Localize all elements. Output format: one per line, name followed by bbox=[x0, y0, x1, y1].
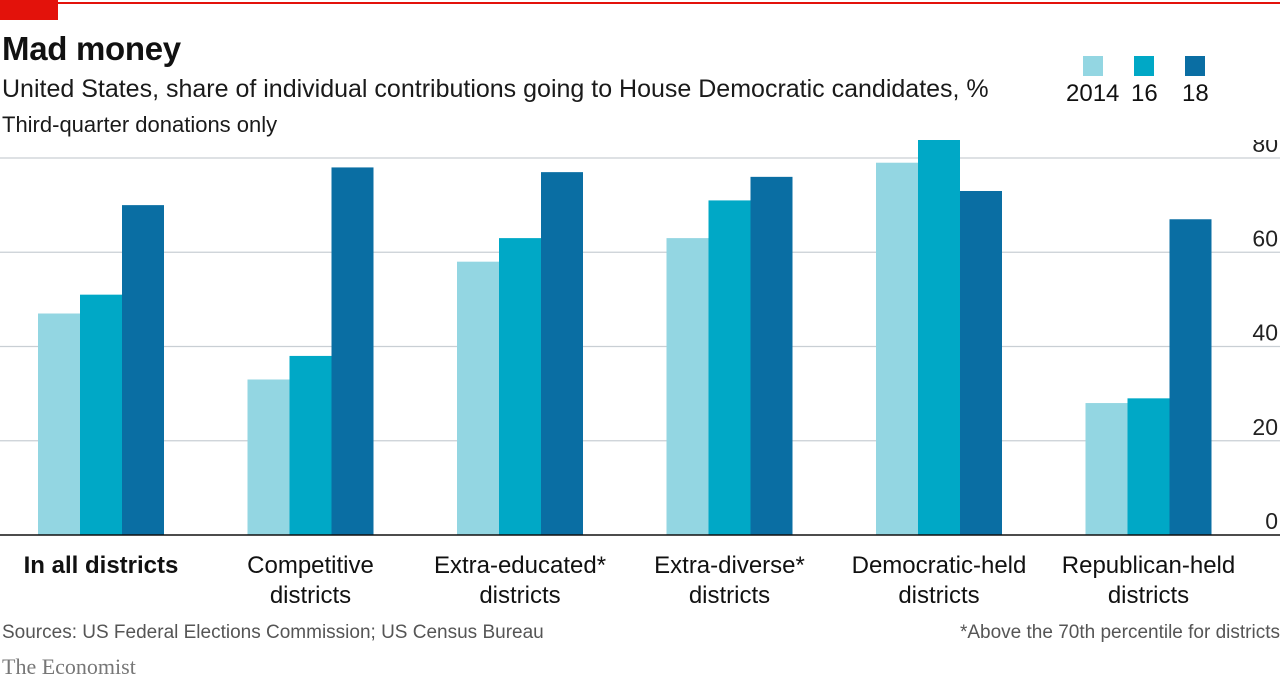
y-tick-label-20: 20 bbox=[1252, 414, 1278, 440]
footnote: *Above the 70th percentile for districts bbox=[959, 622, 1280, 643]
top-rule bbox=[0, 2, 1280, 4]
chart-title: Mad money bbox=[2, 30, 181, 67]
category-label-5-0: Republican-held bbox=[1062, 552, 1235, 579]
bar-16-2 bbox=[499, 238, 541, 536]
bar-18-4 bbox=[960, 190, 1002, 536]
brand-red-tag bbox=[0, 0, 58, 20]
bar-18-3 bbox=[750, 176, 793, 535]
category-label-4-1: districts bbox=[898, 582, 979, 609]
y-tick-label-40: 40 bbox=[1252, 320, 1278, 346]
bar-chart: 0 20 40 60 80 In all districts Competitive dist… bbox=[0, 140, 1280, 609]
category-label-3-0: Extra-diverse* bbox=[654, 552, 805, 579]
category-label-4-0: Democratic-held bbox=[852, 552, 1027, 579]
chart-note: Third-quarter donations only bbox=[2, 112, 278, 137]
bar-16-5 bbox=[1127, 398, 1170, 535]
legend-swatch-2014 bbox=[1082, 56, 1103, 76]
category-label-0-0: In all districts bbox=[24, 552, 179, 579]
chart-subtitle: United States, share of individual contr… bbox=[2, 75, 989, 103]
y-tick-label-80: 80 bbox=[1252, 140, 1278, 157]
y-tick-label-60: 60 bbox=[1252, 225, 1278, 251]
category-label-1-1: districts bbox=[270, 582, 351, 609]
bar-2014-0 bbox=[38, 313, 80, 535]
bar-2014-4 bbox=[876, 162, 918, 535]
category-label-5-1: districts bbox=[1108, 582, 1189, 609]
legend-item-2014: 2014 bbox=[1066, 56, 1119, 108]
bar-16-3 bbox=[708, 200, 751, 535]
bar-2014-1 bbox=[247, 379, 290, 535]
category-label-3-1: districts bbox=[689, 582, 770, 609]
legend-label-2014: 2014 bbox=[1066, 80, 1120, 107]
bar-2014-2 bbox=[457, 261, 499, 535]
legend-label-18: 18 bbox=[1182, 80, 1209, 107]
bar-18-1 bbox=[331, 167, 374, 536]
bar-2014-3 bbox=[666, 238, 709, 536]
legend-label-16: 16 bbox=[1131, 80, 1158, 107]
legend-item-16: 16 bbox=[1131, 56, 1158, 108]
legend-swatch-18 bbox=[1185, 56, 1206, 76]
legend-swatch-16 bbox=[1134, 56, 1155, 76]
category-label-2-1: districts bbox=[479, 582, 560, 609]
category-label-2-0: Extra-educated* bbox=[434, 552, 606, 579]
sources-note: Sources: US Federal Elections Commission… bbox=[2, 622, 544, 643]
brand-logo: The Economist bbox=[2, 654, 136, 679]
bar-16-1 bbox=[289, 355, 332, 535]
bar-2014-5 bbox=[1085, 403, 1128, 535]
y-tick-label-0: 0 bbox=[1265, 508, 1278, 534]
category-label-1-0: Competitive bbox=[247, 552, 374, 579]
bar-18-0 bbox=[122, 205, 164, 535]
bar-16-4 bbox=[918, 140, 960, 535]
legend-item-18: 18 bbox=[1182, 56, 1209, 108]
bar-18-5 bbox=[1169, 219, 1212, 535]
bar-16-0 bbox=[80, 294, 122, 535]
bar-18-2 bbox=[541, 172, 583, 535]
